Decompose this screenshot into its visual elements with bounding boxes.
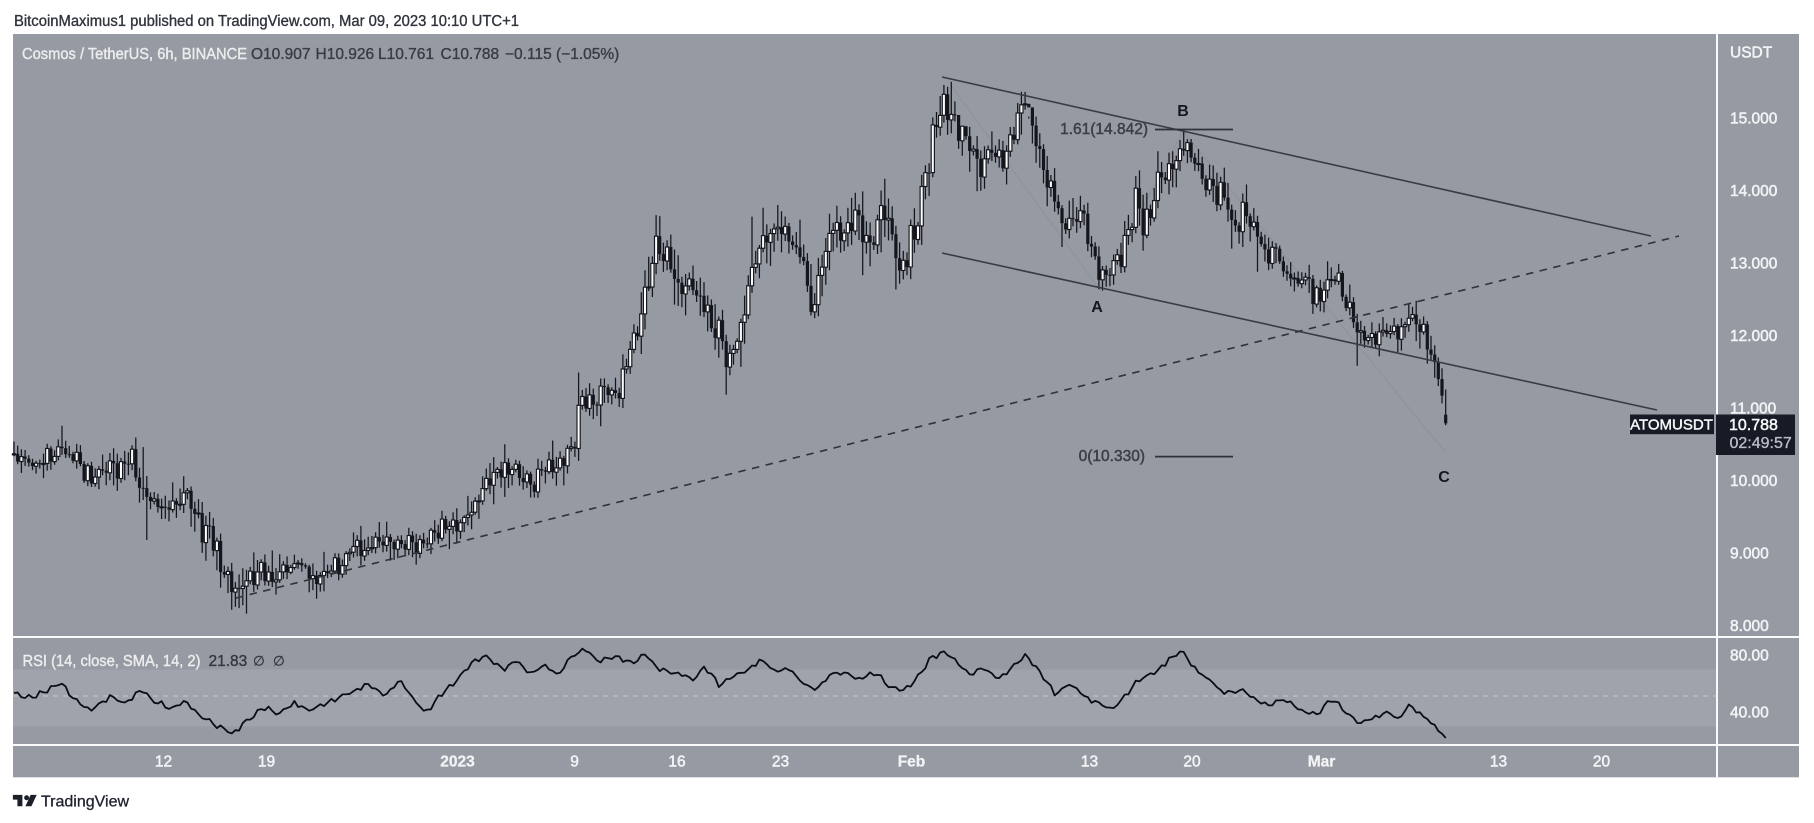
svg-text:BitcoinMaximus1 published on T: BitcoinMaximus1 published on TradingView…	[14, 13, 519, 30]
svg-text:20: 20	[1183, 754, 1201, 771]
svg-text:13: 13	[1081, 754, 1098, 771]
svg-text:40.00: 40.00	[1730, 705, 1769, 722]
svg-text:ATOMUSDT: ATOMUSDT	[1630, 417, 1713, 434]
svg-text:02:49:57: 02:49:57	[1730, 435, 1792, 452]
svg-text:∅: ∅	[253, 654, 265, 669]
svg-text:1.61(14.842): 1.61(14.842)	[1060, 121, 1148, 138]
svg-text:H10.926: H10.926	[316, 46, 375, 63]
svg-text:Mar: Mar	[1308, 754, 1336, 771]
svg-text:0(10.330): 0(10.330)	[1079, 448, 1145, 465]
svg-text:16: 16	[668, 754, 685, 771]
svg-text:∅: ∅	[273, 654, 285, 669]
svg-text:C: C	[1438, 469, 1450, 486]
svg-text:12.000: 12.000	[1730, 328, 1778, 345]
svg-text:USDT: USDT	[1730, 45, 1773, 62]
svg-text:80.00: 80.00	[1730, 648, 1769, 665]
svg-text:20: 20	[1593, 754, 1611, 771]
svg-text:TradingView: TradingView	[41, 794, 129, 811]
svg-text:13: 13	[1490, 754, 1507, 771]
svg-text:RSI (14, close, SMA, 14, 2): RSI (14, close, SMA, 14, 2)	[23, 653, 201, 670]
svg-text:21.83: 21.83	[209, 653, 248, 670]
svg-text:19: 19	[258, 754, 275, 771]
svg-text:A: A	[1091, 299, 1103, 316]
svg-text:11.000: 11.000	[1730, 401, 1777, 418]
svg-text:15.000: 15.000	[1730, 111, 1778, 128]
svg-text:Cosmos / TetherUS, 6h, BINANCE: Cosmos / TetherUS, 6h, BINANCE	[22, 46, 247, 63]
svg-text:14.000: 14.000	[1730, 183, 1778, 200]
svg-text:L10.761: L10.761	[378, 46, 434, 63]
svg-text:Feb: Feb	[898, 754, 926, 771]
svg-text:12: 12	[155, 754, 172, 771]
svg-text:10.788: 10.788	[1729, 417, 1778, 434]
svg-text:23: 23	[772, 754, 789, 771]
svg-text:9: 9	[570, 754, 579, 771]
svg-text:9.000: 9.000	[1730, 546, 1769, 563]
svg-text:8.000: 8.000	[1730, 618, 1769, 635]
svg-text:O10.907: O10.907	[251, 46, 310, 63]
svg-text:13.000: 13.000	[1730, 256, 1778, 273]
svg-text:2023: 2023	[440, 754, 475, 771]
svg-text:C10.788: C10.788	[441, 46, 500, 63]
svg-text:B: B	[1177, 103, 1189, 120]
svg-text:−0.115 (−1.05%): −0.115 (−1.05%)	[505, 46, 619, 63]
svg-text:10.000: 10.000	[1730, 473, 1778, 490]
